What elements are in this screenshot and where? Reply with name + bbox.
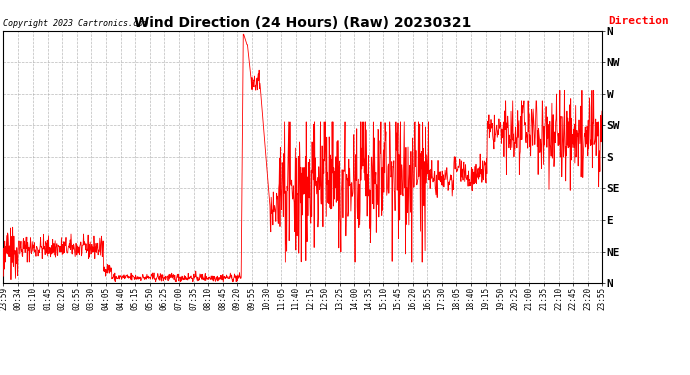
Title: Wind Direction (24 Hours) (Raw) 20230321: Wind Direction (24 Hours) (Raw) 20230321 — [135, 16, 471, 30]
Text: Copyright 2023 Cartronics.com: Copyright 2023 Cartronics.com — [3, 19, 148, 28]
Text: Direction: Direction — [609, 16, 669, 26]
